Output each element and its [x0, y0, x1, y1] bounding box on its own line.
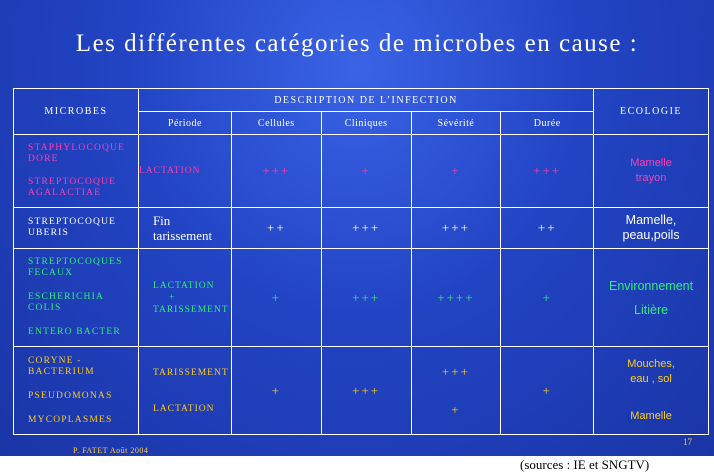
severite-line: + [451, 401, 461, 417]
cellules-cell: + [230, 248, 322, 347]
ecologie-line: Mamelle [630, 410, 672, 422]
severite-cell: +++ + [410, 346, 502, 435]
microbe-name: PSEUDOMONAS [28, 390, 113, 401]
ecologie-cell: Mamelle, peau,poils [593, 207, 709, 249]
microbe-name: STREPTOCOQUES FECAUX [28, 257, 123, 279]
periode-cell: LACTATION [137, 134, 232, 208]
severite-line: +++ [441, 363, 470, 379]
duree-cell: +++ [500, 134, 595, 208]
microbe-name: STREPTOCOQUE AGALACTIAE [28, 177, 117, 198]
ecologie-line: trayon [635, 172, 667, 184]
table-row: STREPTOCOQUE UBERIS Fin tarissement ++ +… [13, 207, 709, 249]
microbes-cell: STAPHYLOCOQUE DORE STREPTOCOQUE AGALACTI… [13, 134, 139, 208]
cliniques-cell: +++ [320, 207, 412, 249]
header-microbes: MICROBES [13, 88, 139, 135]
table-row: CORYNE - BACTERIUM PSEUDOMONAS MYCOPLASM… [13, 346, 709, 435]
page-number: 17 [683, 437, 692, 447]
ecologie-cell: Mouches, eau , sol Mamelle [593, 346, 709, 435]
source-note: (sources : IE et SNGTV) [520, 457, 650, 472]
ecologie-line: Mamelle [630, 157, 672, 169]
table-row: STAPHYLOCOQUE DORE STREPTOCOQUE AGALACTI… [13, 134, 709, 208]
microbe-name: STAPHYLOCOQUE DORE [28, 143, 126, 164]
header-duree: Durée [500, 111, 595, 135]
microbe-name: ESCHERICHIA COLIS [28, 291, 104, 313]
ecologie-cell: Environnement Litière [593, 248, 709, 347]
ecologie-line: Environnement [609, 278, 694, 293]
duree-cell: + [500, 346, 595, 435]
header-severite: Sévérité [410, 111, 502, 135]
header-cliniques: Cliniques [320, 111, 412, 135]
microbe-name: MYCOPLASMES [28, 414, 113, 425]
ecologie-line: Mamelle, [625, 213, 677, 227]
header-periode: Période [137, 111, 232, 135]
microbe-name: ENTERO BACTER [28, 326, 121, 337]
microbes-table: MICROBES DESCRIPTION DE L’INFECTION ECOL… [13, 88, 709, 435]
periode-line: LACTATION [152, 280, 215, 291]
slide: Les différentes catégories de microbes e… [0, 0, 714, 456]
periode-cell: LACTATION + TARISSEMENT [137, 248, 232, 347]
periode-line: TARISSEMENT [152, 304, 229, 315]
header-description: DESCRIPTION DE L’INFECTION [137, 88, 595, 112]
table-row: STREPTOCOQUES FECAUX ESCHERICHIA COLIS E… [13, 248, 709, 347]
periode-cell: TARISSEMENT LACTATION [137, 346, 232, 435]
duree-cell: + [500, 248, 595, 347]
severite-cell: + [410, 134, 502, 208]
microbes-cell: STREPTOCOQUES FECAUX ESCHERICHIA COLIS E… [13, 248, 139, 347]
microbe-name: STREPTOCOQUE UBERIS [28, 217, 117, 238]
cliniques-cell: +++ [320, 248, 412, 347]
cellules-cell: +++ [230, 134, 322, 208]
severite-cell: ++++ [410, 248, 502, 347]
microbe-name: CORYNE - BACTERIUM [28, 355, 95, 377]
ecologie-line: Mouches, [627, 358, 675, 370]
microbes-cell: CORYNE - BACTERIUM PSEUDOMONAS MYCOPLASM… [13, 346, 139, 435]
ecologie-line: peau,poils [622, 228, 680, 242]
ecologie-line: Litière [634, 302, 669, 317]
periode-cell: Fin tarissement [137, 207, 232, 249]
periode-line: LACTATION [152, 403, 215, 414]
cliniques-cell: +++ [320, 346, 412, 435]
duree-cell: ++ [500, 207, 595, 249]
ecologie-line: eau , sol [630, 373, 672, 385]
footer-author: P. FATET Août 2004 [73, 446, 149, 455]
header-ecologie: ECOLOGIE [593, 88, 709, 135]
severite-cell: +++ [410, 207, 502, 249]
microbes-cell: STREPTOCOQUE UBERIS [13, 207, 139, 249]
ecologie-cell: Mamelle trayon [593, 134, 709, 208]
periode-line: TARISSEMENT [152, 367, 229, 378]
periode-line: + [168, 292, 176, 303]
cliniques-cell: + [320, 134, 412, 208]
cellules-cell: ++ [230, 207, 322, 249]
cellules-cell: + [230, 346, 322, 435]
slide-title: Les différentes catégories de microbes e… [75, 30, 639, 57]
header-cellules: Cellules [230, 111, 322, 135]
